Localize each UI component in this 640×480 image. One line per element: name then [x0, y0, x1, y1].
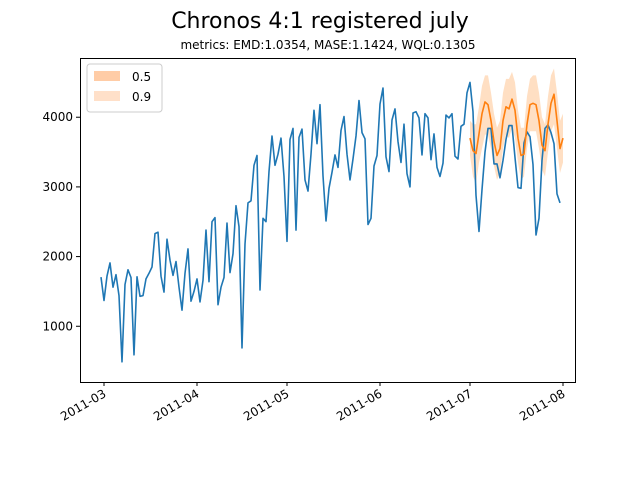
chart-title: Chronos 4:1 registered july — [171, 9, 469, 34]
x-tick-label: 2011-05 — [241, 386, 291, 423]
legend-swatch — [94, 91, 120, 101]
axes: 2011-03 2011-04 2011-05 2011-06 2011-07 2011-… — [42, 110, 567, 423]
y-tick-label: 4000 — [42, 110, 73, 124]
y-tick-label: 1000 — [42, 319, 73, 333]
legend-label: 0.5 — [132, 70, 151, 84]
x-tick-label: 2011-04 — [151, 386, 201, 423]
x-tick-label: 2011-08 — [517, 386, 567, 423]
x-tick-label: 2011-03 — [58, 386, 108, 423]
axes-frame — [80, 58, 576, 383]
x-tick-label: 2011-07 — [424, 386, 474, 423]
forecast-median-line — [469, 93, 564, 157]
y-tick-label: 3000 — [42, 180, 73, 194]
y-tick-label: 2000 — [42, 250, 73, 264]
plot-area — [100, 68, 564, 363]
legend: 0.50.9 — [86, 63, 163, 113]
chart-subtitle: metrics: EMD:1.0354, MASE:1.1424, WQL:0.… — [180, 38, 475, 52]
legend-swatch — [94, 71, 120, 81]
legend-label: 0.9 — [132, 90, 151, 104]
actual-series-line-0 — [100, 81, 561, 363]
x-tick-label: 2011-06 — [334, 386, 384, 423]
